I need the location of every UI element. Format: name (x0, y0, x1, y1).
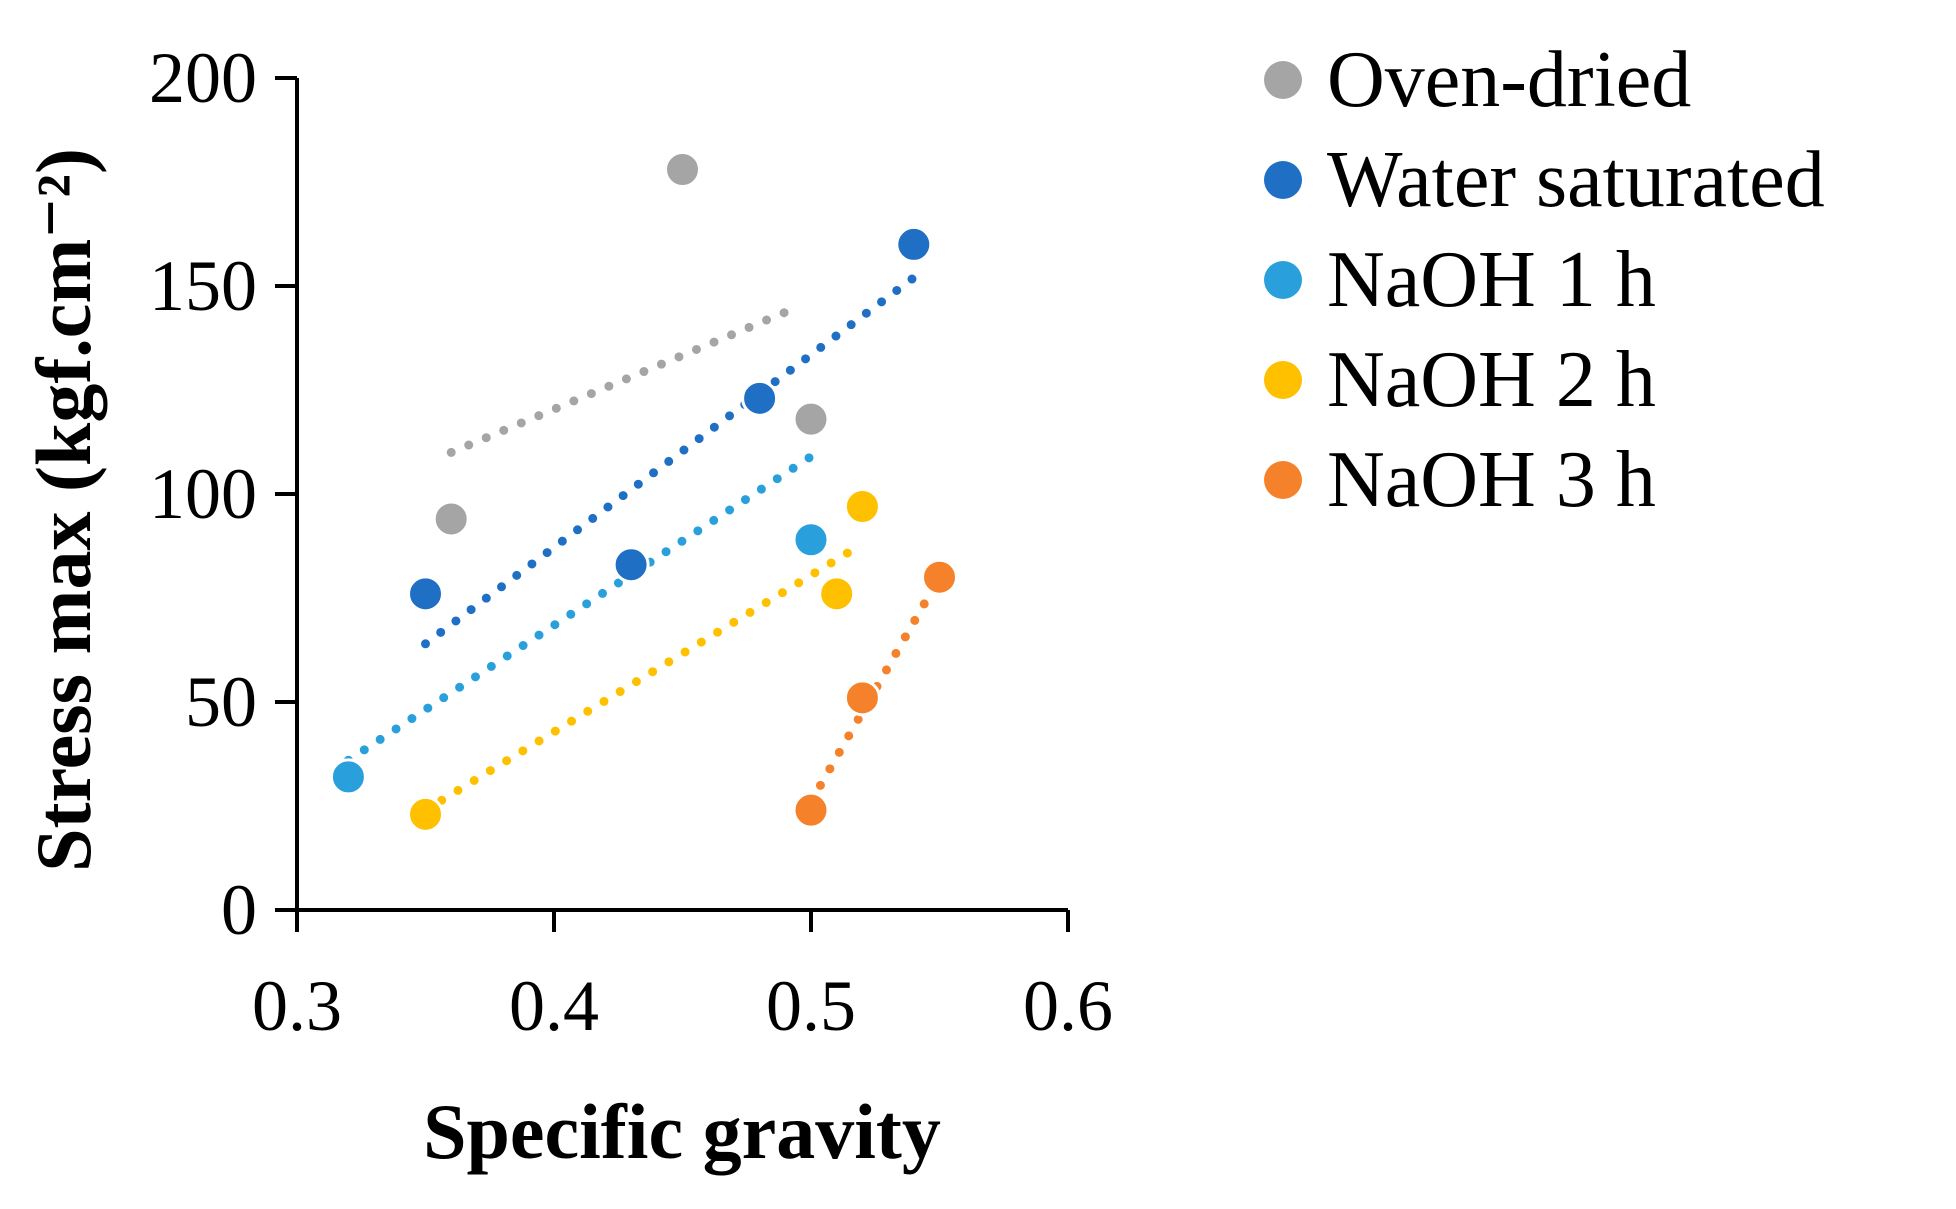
trendline (446, 302, 803, 457)
legend-marker (1264, 461, 1302, 499)
x-tick-label: 0.5 (766, 966, 856, 1046)
y-tick-label: 200 (149, 38, 257, 118)
x-tick-label: 0.3 (252, 966, 342, 1046)
x-tick-label: 0.4 (509, 966, 599, 1046)
legend-label: NaOH 1 h (1327, 236, 1656, 324)
y-tick-label: 150 (149, 246, 257, 326)
data-point (792, 791, 830, 829)
data-point (895, 225, 933, 263)
data-point (792, 400, 830, 438)
trendline (421, 539, 867, 815)
y-tick-label: 0 (221, 870, 257, 950)
legend: Oven-dried Water saturated NaOH 1 h NaOH 2 … (1264, 36, 1825, 524)
data-point (921, 558, 958, 596)
data-point (843, 487, 881, 525)
x-axis-title: Specific gravity (423, 1088, 941, 1175)
legend-marker (1264, 161, 1302, 199)
y-tick-label: 50 (185, 662, 257, 742)
legend-marker (1264, 61, 1302, 99)
ticks: 0 50 100 150 200 0.3 0.4 0.5 0.6 (149, 38, 1113, 1046)
legend-marker (1264, 261, 1302, 299)
legend-label: Water saturated (1327, 136, 1825, 224)
x-tick-label: 0.6 (1023, 966, 1113, 1046)
data-points (329, 151, 958, 833)
data-point (818, 575, 856, 613)
axes (295, 78, 1068, 912)
trendline (421, 273, 919, 649)
y-axis-title: Stress max (kgf.cm⁻²) (20, 148, 107, 872)
data-point (792, 521, 830, 559)
data-point (407, 575, 444, 613)
trendline (343, 452, 816, 765)
data-point (432, 500, 470, 538)
data-point (407, 795, 444, 833)
legend-label: NaOH 2 h (1327, 336, 1656, 424)
data-point (741, 379, 779, 417)
legend-label: Oven-dried (1327, 36, 1691, 124)
data-point (612, 546, 650, 584)
data-point (664, 151, 701, 189)
legend-marker (1264, 361, 1302, 399)
legend-label: NaOH 3 h (1327, 436, 1656, 524)
y-tick-label: 100 (149, 454, 257, 534)
data-point (843, 679, 881, 717)
data-point (329, 758, 367, 796)
trendlines (343, 273, 944, 815)
